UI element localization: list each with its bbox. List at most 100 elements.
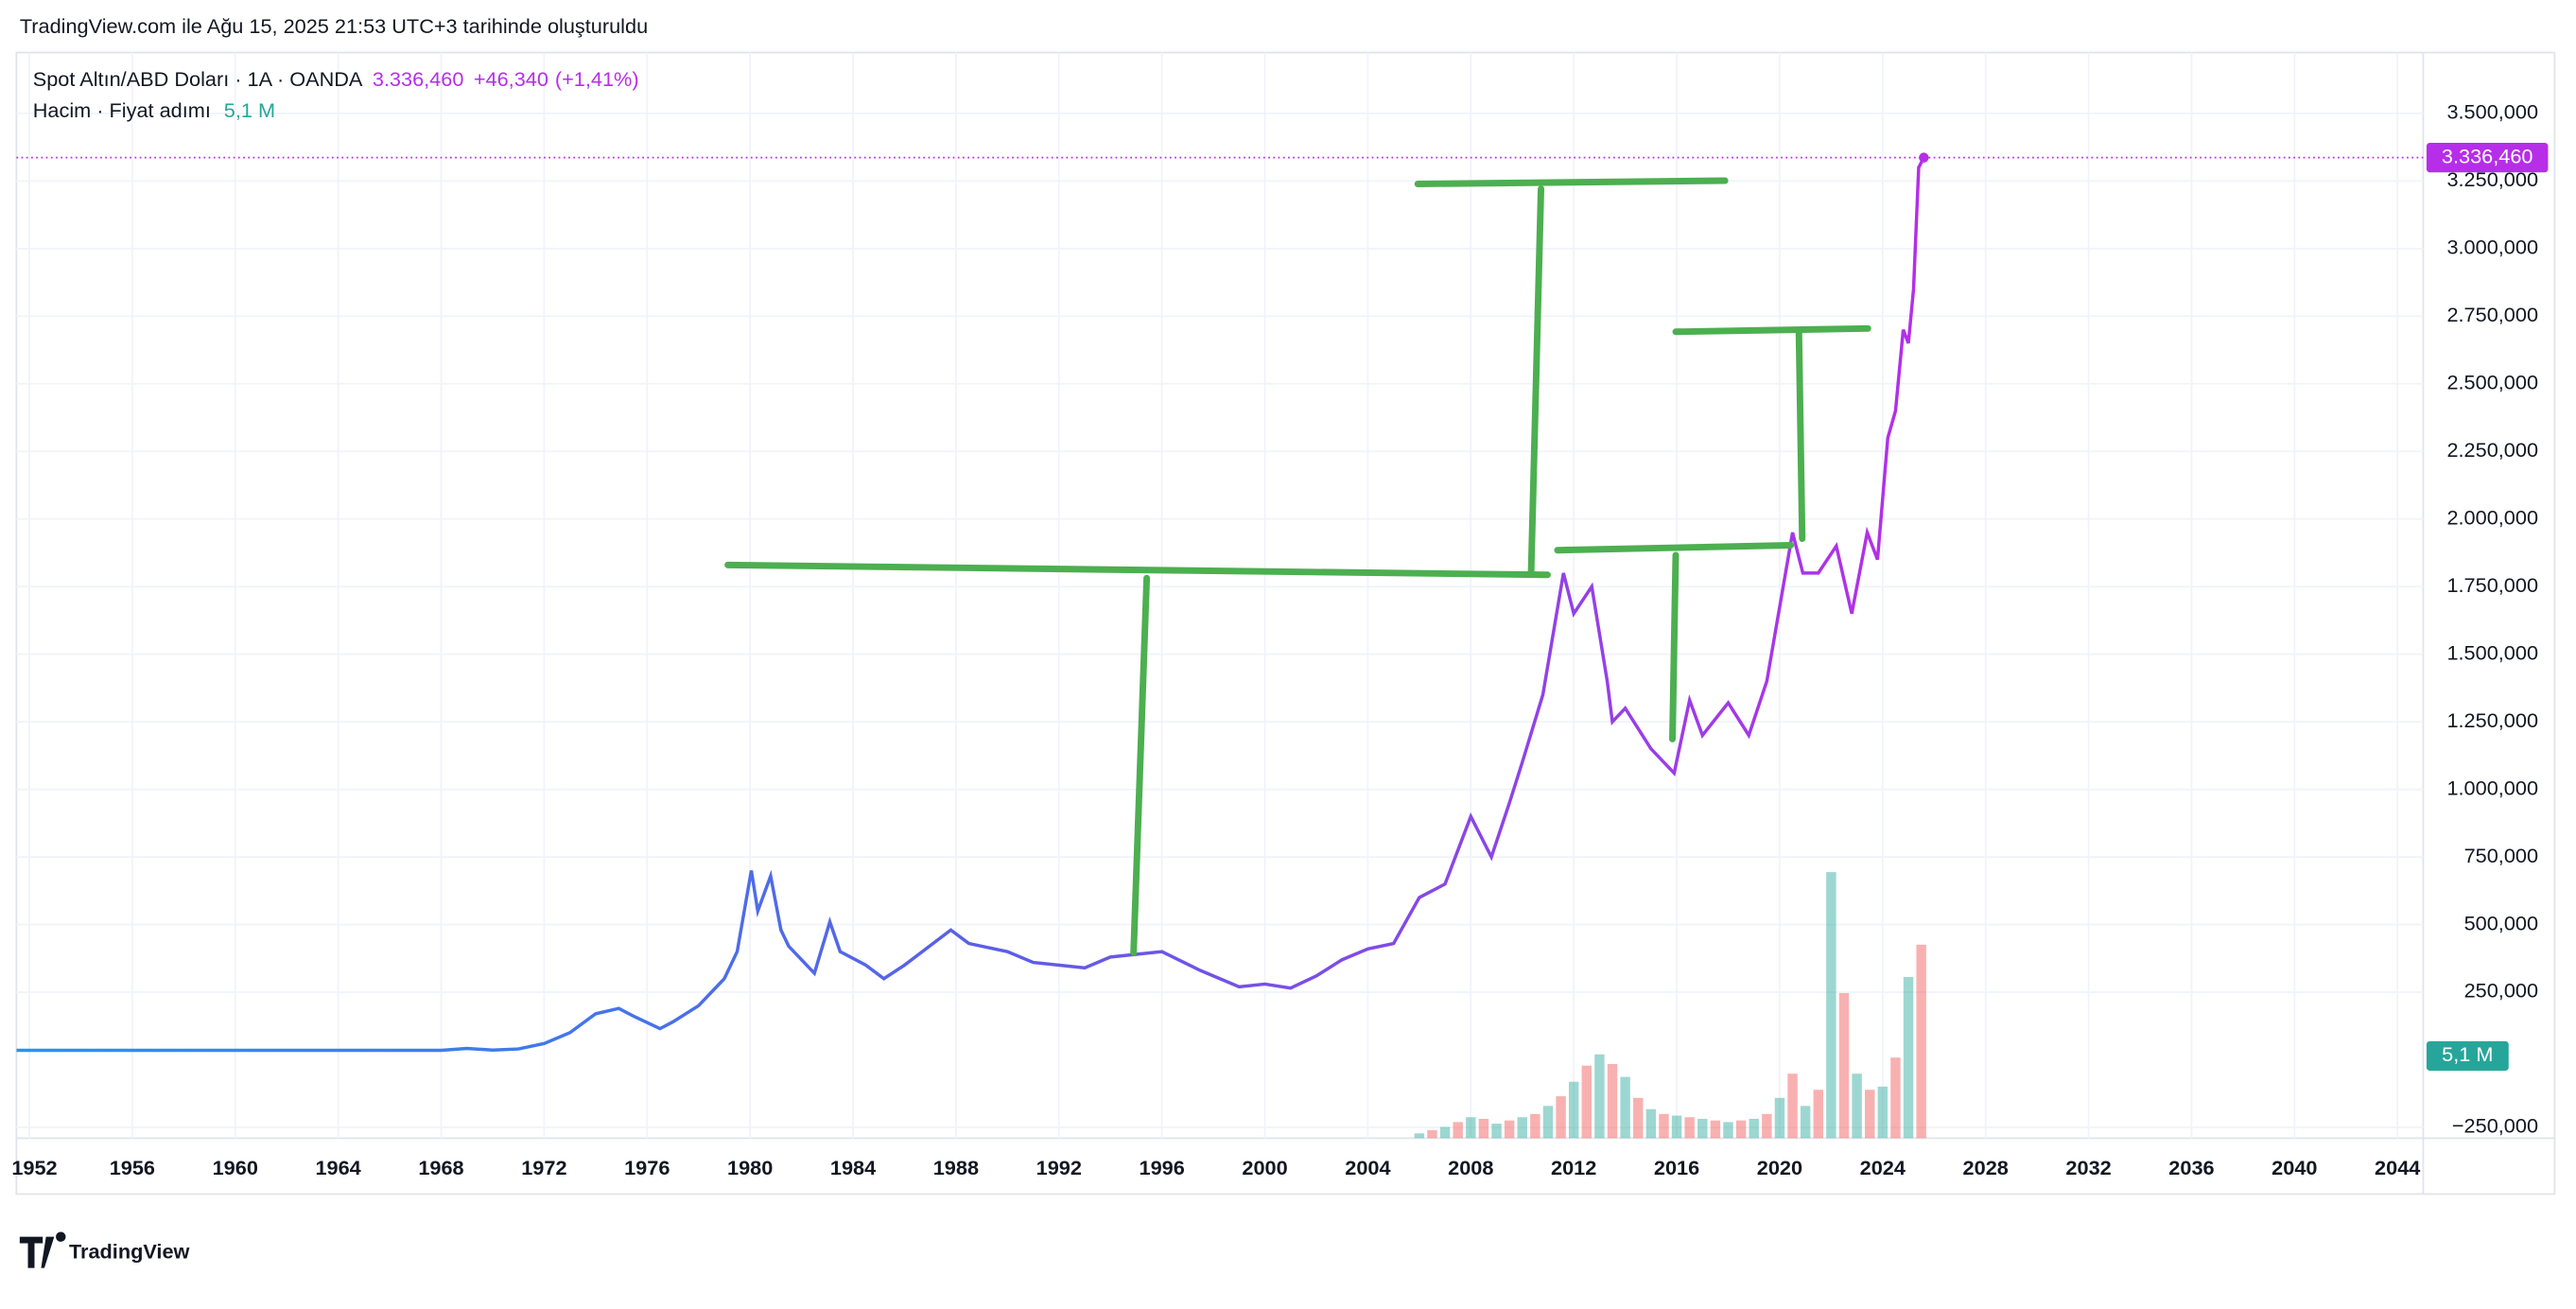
y-tick-label: 2.000,000 (2446, 505, 2538, 529)
drawn-line (724, 561, 1551, 579)
price-pane (16, 152, 1929, 1053)
legend-title: Spot Altın/ABD Doları · 1A · OANDA 3.336,… (33, 67, 639, 91)
y-tick-label: 3.500,000 (2446, 100, 2538, 124)
x-tick-label: 1992 (1036, 1156, 1082, 1179)
volume-bar (1800, 1106, 1811, 1139)
volume-last-label: 5,1 M (2442, 1042, 2493, 1066)
x-tick-label: 1960 (213, 1156, 258, 1179)
change: +46,340 (474, 67, 548, 91)
x-tick-label: 1956 (110, 1156, 155, 1179)
credit: TradingView.com ile Ağu 15, 2025 21:53 U… (20, 14, 648, 38)
y-tick-label: 1.500,000 (2446, 640, 2538, 664)
grid (16, 52, 2424, 1139)
change-pct: (+1,41%) (555, 67, 639, 91)
drawn-line (1527, 185, 1545, 575)
volume-bar (1517, 1117, 1527, 1139)
volume-bar (1877, 1086, 1888, 1139)
last-price: 3.336,460 (373, 67, 464, 91)
volume-bar (1414, 1133, 1425, 1139)
volume-bar (1735, 1120, 1747, 1139)
x-tick-label: 2032 (2065, 1156, 2111, 1179)
last-price-label: 3.336,460 (2442, 144, 2533, 167)
volume-bar (1542, 1106, 1554, 1139)
volume-bar (1594, 1054, 1605, 1139)
x-tick-label: 2000 (1242, 1156, 1287, 1179)
x-tick-label: 1968 (418, 1156, 463, 1179)
volume-bar (1466, 1117, 1476, 1139)
volume-bar (1916, 944, 1926, 1139)
volume-bar (1478, 1118, 1489, 1139)
volume-bar (1710, 1120, 1721, 1139)
volume-bar (1504, 1120, 1515, 1139)
y-tick-label: 750,000 (2464, 844, 2538, 867)
volume-bar (1556, 1096, 1566, 1139)
x-tick-label: 1964 (315, 1156, 360, 1179)
volume-bar (1427, 1129, 1437, 1139)
x-tick-label: 2024 (1860, 1156, 1906, 1179)
x-tick-label: 2040 (2271, 1156, 2317, 1179)
volume-bar (1813, 1090, 1823, 1139)
logo-mark (19, 1231, 66, 1268)
chart-frame (15, 51, 2556, 1196)
x-tick-label: 2004 (1345, 1156, 1390, 1179)
drawings (724, 177, 1871, 956)
volume-bar (1838, 992, 1850, 1139)
volume-legend: Hacim · Fiyat adımı 5,1 M (33, 98, 275, 122)
volume-pane (1414, 872, 1926, 1139)
x-tick-label: 2044 (2375, 1156, 2420, 1179)
y-tick-label: 1.000,000 (2446, 776, 2538, 799)
drawn-line (1554, 542, 1795, 554)
last-price-box (2426, 143, 2549, 173)
x-tick-label: 2020 (1757, 1156, 1802, 1179)
volume-name: Hacim · Fiyat adımı (33, 98, 211, 122)
volume-bar (1645, 1108, 1657, 1139)
logo: TradingView (19, 1231, 190, 1268)
volume-bar (1723, 1122, 1733, 1139)
axes: 1952 1956 1960 1964 1968 1972 1976 1980 1984 1988… (11, 100, 2549, 1179)
drawn-line (1672, 324, 1871, 336)
volume-bar (1453, 1122, 1463, 1139)
volume-bar (1530, 1113, 1540, 1139)
volume-last: 5,1 M (224, 98, 275, 122)
volume-bar (1903, 976, 1914, 1139)
x-tick-label: 1996 (1140, 1156, 1185, 1179)
volume-last-box (2426, 1040, 2509, 1072)
y-tick-label: 1.750,000 (2446, 573, 2538, 597)
volume-bar (1774, 1097, 1785, 1139)
volume-bar (1762, 1113, 1772, 1139)
volume-bar (1697, 1118, 1708, 1139)
y-tick-label: −250,000 (2452, 1114, 2538, 1138)
y-tick-label: 3.000,000 (2446, 236, 2538, 259)
x-tick-label: 1952 (11, 1156, 57, 1179)
x-tick-label: 1972 (521, 1156, 566, 1179)
y-tick-label: 1.250,000 (2446, 708, 2538, 732)
volume-bar (1671, 1115, 1682, 1139)
logo-text: TradingView (69, 1240, 190, 1264)
volume-bar (1581, 1065, 1593, 1139)
y-tick-label: 2.250,000 (2446, 438, 2538, 462)
volume-bar (1607, 1063, 1618, 1139)
x-tick-label: 2012 (1551, 1156, 1596, 1179)
drawn-line (1795, 330, 1806, 543)
x-tick-label: 2036 (2168, 1156, 2214, 1179)
volume-bar (1659, 1113, 1669, 1139)
drawn-line (1414, 177, 1729, 187)
x-tick-label: 2028 (1963, 1156, 2009, 1179)
y-tick-label: 2.500,000 (2446, 371, 2538, 394)
volume-bar (1620, 1076, 1630, 1139)
price-line (16, 156, 1925, 1053)
x-tick-label: 1976 (624, 1156, 670, 1179)
volume-bar (1491, 1124, 1502, 1139)
volume-bar (1439, 1126, 1451, 1139)
volume-bar (1684, 1117, 1695, 1139)
x-tick-label: 1988 (933, 1156, 979, 1179)
drawn-line (1130, 574, 1151, 956)
volume-bar (1633, 1097, 1644, 1139)
drawn-line (1669, 551, 1680, 742)
volume-bar (1568, 1081, 1579, 1139)
y-tick-label: 250,000 (2464, 979, 2538, 1003)
x-tick-label: 2016 (1654, 1156, 1699, 1179)
volume-bar (1864, 1090, 1875, 1139)
